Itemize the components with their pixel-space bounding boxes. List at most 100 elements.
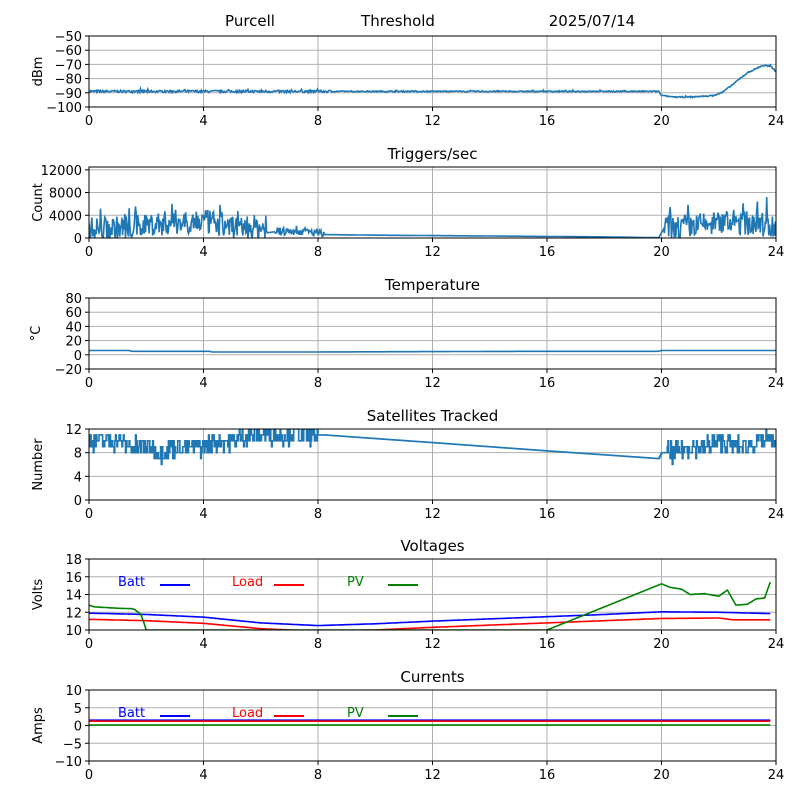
y-tick-label: 80	[65, 292, 82, 307]
y-tick-label: 0	[74, 494, 82, 509]
y-tick-label: 4	[74, 470, 82, 485]
x-tick-label: 12	[424, 245, 441, 260]
header-mode: Threshold	[360, 12, 435, 30]
y-tick-label: 18	[65, 553, 82, 568]
series-line-p1s0	[89, 197, 776, 238]
x-tick-label: 8	[314, 768, 322, 783]
y-tick-label: −10	[55, 755, 82, 770]
x-tick-label: 0	[85, 376, 93, 391]
panel-title: Satellites Tracked	[367, 407, 498, 425]
y-tick-label: 10	[65, 624, 82, 639]
series-line-pv	[89, 581, 772, 630]
legend-label-batt: Batt	[118, 706, 145, 721]
y-tick-label: −60	[55, 44, 82, 59]
y-tick-label: 20	[65, 335, 82, 350]
x-tick-label: 24	[768, 637, 785, 652]
y-tick-label: 12	[65, 423, 82, 438]
x-tick-label: 12	[424, 376, 441, 391]
y-tick-label: 0	[74, 232, 82, 247]
y-tick-label: −90	[55, 87, 82, 102]
x-tick-label: 0	[85, 245, 93, 260]
series-line-batt	[89, 611, 771, 627]
x-tick-label: 24	[768, 114, 785, 129]
y-tick-label: 40	[65, 320, 82, 335]
x-tick-label: 8	[314, 114, 322, 129]
x-tick-label: 0	[85, 114, 93, 129]
x-tick-label: 20	[653, 376, 670, 391]
x-tick-label: 8	[314, 245, 322, 260]
x-tick-label: 0	[85, 768, 93, 783]
x-tick-label: 4	[199, 637, 207, 652]
y-tick-label: −5	[63, 737, 82, 752]
legend-label-pv: PV	[347, 575, 364, 590]
x-tick-label: 4	[199, 507, 207, 522]
x-tick-label: 12	[424, 114, 441, 129]
series-line-p0s0	[89, 63, 776, 99]
x-tick-label: 20	[653, 245, 670, 260]
legend-label-load: Load	[232, 575, 263, 590]
legend-label-pv: PV	[347, 706, 364, 721]
y-tick-label: 0	[74, 349, 82, 364]
y-axis-label: °C	[29, 326, 44, 342]
x-tick-label: 16	[539, 245, 556, 260]
x-tick-label: 24	[768, 376, 785, 391]
x-tick-label: 16	[539, 768, 556, 783]
legend-label-batt: Batt	[118, 575, 145, 590]
y-tick-label: 16	[65, 571, 82, 586]
x-tick-label: 12	[424, 507, 441, 522]
y-tick-label: −20	[55, 363, 82, 378]
x-tick-label: 4	[199, 114, 207, 129]
series-line-p2s0	[89, 349, 776, 353]
x-tick-label: 16	[539, 376, 556, 391]
y-tick-label: 0	[74, 720, 82, 735]
y-tick-label: −100	[46, 101, 82, 116]
x-tick-label: 12	[424, 637, 441, 652]
y-tick-label: 14	[65, 589, 82, 604]
y-tick-label: −70	[55, 58, 82, 73]
y-tick-label: −80	[55, 73, 82, 88]
panel-title: Voltages	[400, 537, 464, 555]
header-date: 2025/07/14	[549, 12, 635, 30]
x-tick-label: 0	[85, 637, 93, 652]
y-axis-label: Number	[31, 438, 46, 491]
y-tick-label: 12	[65, 606, 82, 621]
y-tick-label: 8000	[49, 187, 82, 202]
y-tick-label: −50	[55, 30, 82, 45]
series-line-p3s0	[89, 429, 776, 466]
x-tick-label: 8	[314, 637, 322, 652]
y-tick-label: 60	[65, 306, 82, 321]
x-tick-label: 20	[653, 768, 670, 783]
x-tick-label: 4	[199, 245, 207, 260]
x-tick-label: 16	[539, 507, 556, 522]
y-tick-label: 8	[74, 447, 82, 462]
x-tick-label: 4	[199, 376, 207, 391]
x-tick-label: 24	[768, 507, 785, 522]
y-tick-label: 10	[65, 684, 82, 699]
y-axis-label: Amps	[31, 707, 46, 744]
x-tick-label: 4	[199, 768, 207, 783]
x-tick-label: 8	[314, 507, 322, 522]
y-axis-label: dBm	[31, 57, 46, 87]
x-tick-label: 24	[768, 245, 785, 260]
x-tick-label: 20	[653, 507, 670, 522]
y-axis-label: Volts	[31, 579, 46, 611]
legend-label-load: Load	[232, 706, 263, 721]
x-tick-label: 16	[539, 637, 556, 652]
panel-title: Triggers/sec	[387, 145, 478, 163]
series-line-load	[89, 617, 771, 630]
x-tick-label: 8	[314, 376, 322, 391]
y-axis-label: Count	[31, 183, 46, 222]
x-tick-label: 16	[539, 114, 556, 129]
x-tick-label: 20	[653, 637, 670, 652]
y-tick-label: 5	[74, 702, 82, 717]
y-tick-label: 4000	[49, 209, 82, 224]
x-tick-label: 24	[768, 768, 785, 783]
x-tick-label: 0	[85, 507, 93, 522]
panel-title: Temperature	[384, 276, 480, 294]
x-tick-label: 20	[653, 114, 670, 129]
y-tick-label: 12000	[41, 164, 82, 179]
panel-title: Currents	[400, 668, 464, 686]
header-station: Purcell	[225, 12, 275, 30]
x-tick-label: 12	[424, 768, 441, 783]
